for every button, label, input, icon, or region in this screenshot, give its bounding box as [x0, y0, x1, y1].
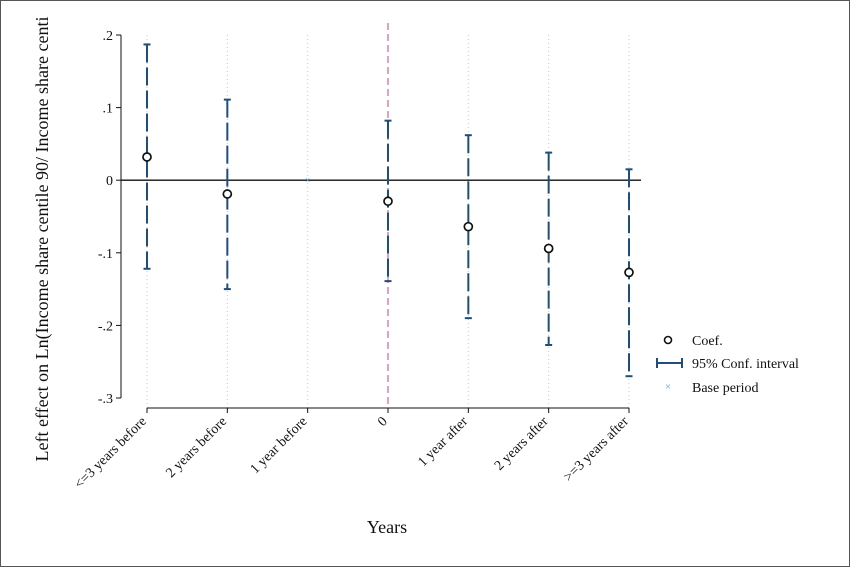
- coef-point: [142, 152, 152, 162]
- x-tick-label: 2 years after: [492, 414, 552, 474]
- coef-point: [543, 243, 554, 254]
- y-axis-title: Left effect on Ln(Income share centile 9…: [32, 17, 53, 462]
- y-tick-label: -.2: [98, 319, 113, 334]
- coef-point: [624, 267, 634, 278]
- legend-base-label: Base period: [692, 381, 758, 396]
- x-tick-label: 2 years before: [163, 414, 230, 481]
- legend: Coef. 95% Conf. interval × Base period: [656, 334, 799, 396]
- x-tick-label: 1 year before: [248, 414, 311, 477]
- x-tick-label: >=3 years after: [561, 414, 632, 485]
- y-tick-label: 0: [106, 174, 113, 189]
- coef-point: [463, 221, 474, 232]
- x-tick-label: 0: [375, 414, 391, 430]
- y-tick-label: .2: [103, 29, 114, 44]
- legend-base-marker: ×: [665, 381, 671, 393]
- x-ticks: <=3 years before 2 years before 1 year bef…: [72, 408, 632, 492]
- y-tick-label: -.1: [98, 247, 113, 262]
- legend-ci-marker: [656, 358, 683, 368]
- y-ticks: .2 .1 0 -.1 -.2 -.3: [98, 29, 121, 407]
- x-axis-title: Years: [367, 517, 407, 537]
- legend-coef-marker: [663, 335, 673, 345]
- legend-coef-label: Coef.: [692, 334, 723, 349]
- x-tick-label: 1 year after: [415, 414, 471, 470]
- y-tick-label: -.3: [98, 392, 113, 407]
- coef-point: [383, 196, 393, 207]
- coef-point: [222, 189, 233, 199]
- coefficient-points: ×: [142, 152, 634, 278]
- base-period-marker: ×: [305, 176, 311, 187]
- x-tick-label: <=3 years before: [72, 414, 150, 492]
- y-tick-label: .1: [103, 102, 114, 117]
- legend-ci-label: 95% Conf. interval: [692, 357, 799, 372]
